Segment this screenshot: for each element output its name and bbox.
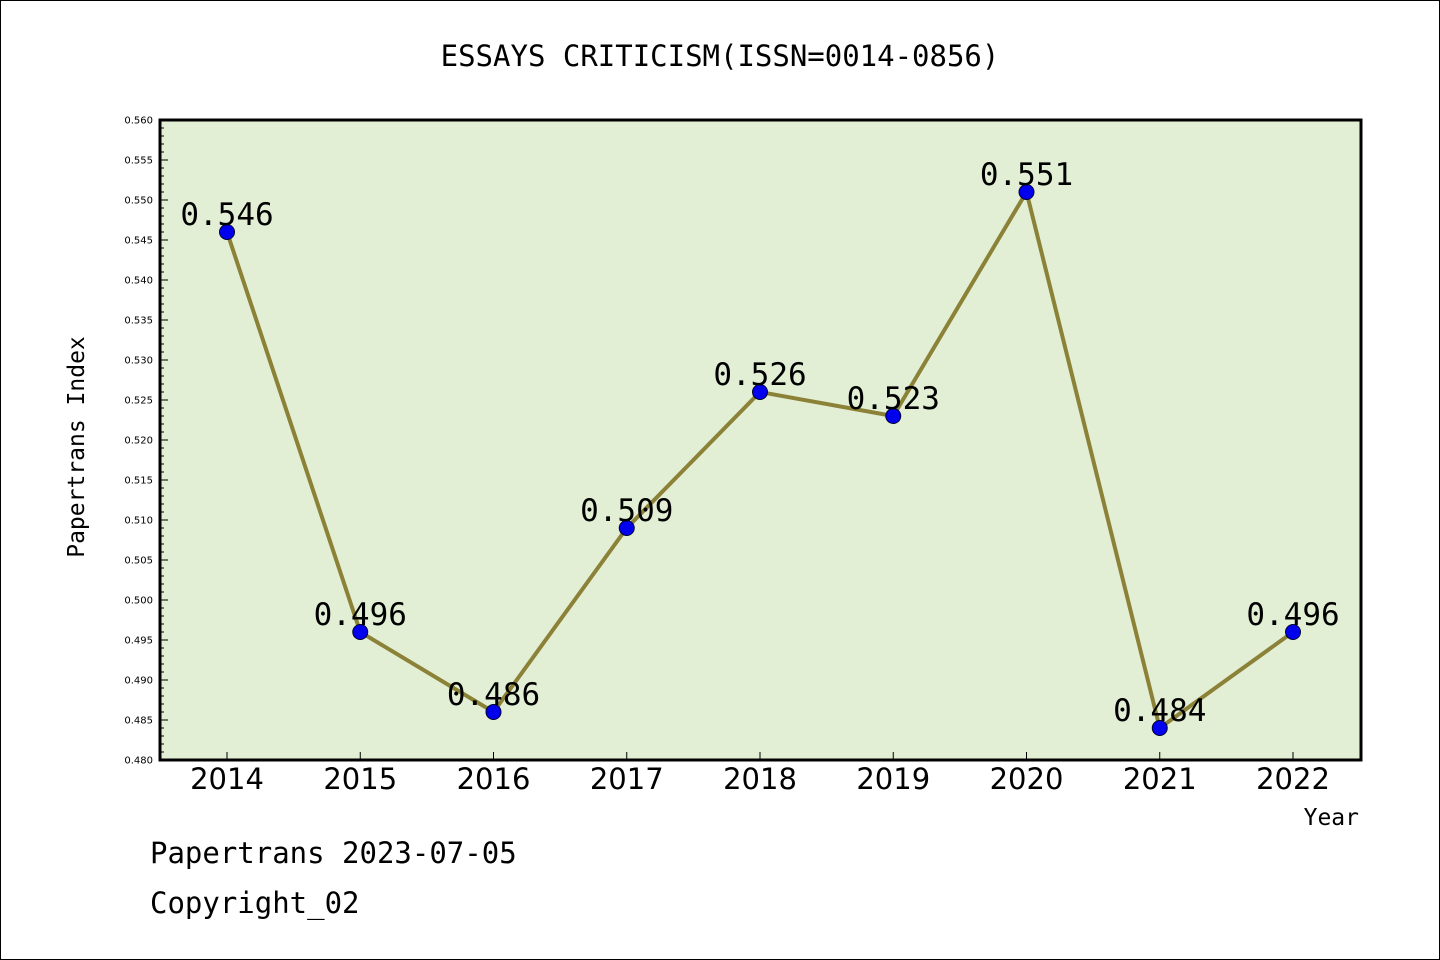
- x-tick-label: 2015: [323, 762, 397, 796]
- data-labels: 0.546 0.496 0.486 0.509 0.526 0.523 0.551 0.484…: [180, 157, 1339, 729]
- x-axis: 2014 2015 2016 2017 2018 2019 2020 2021 2022: [190, 752, 1330, 796]
- data-label: 0.526: [713, 357, 806, 393]
- data-label: 0.496: [314, 597, 407, 633]
- data-label: 0.509: [580, 493, 673, 529]
- x-tick-label: 2020: [990, 762, 1064, 796]
- x-axis-label: Year: [1304, 805, 1359, 831]
- plot-area: [160, 120, 1361, 760]
- y-tick-label: 0.540: [124, 276, 153, 287]
- y-tick-label: 0.550: [124, 196, 153, 207]
- data-label: 0.484: [1113, 693, 1206, 729]
- data-point: [752, 384, 768, 400]
- footer-date: Papertrans 2023-07-05: [150, 836, 517, 870]
- y-tick-label: 0.505: [124, 556, 153, 567]
- x-tick-label: 2022: [1256, 762, 1330, 796]
- y-tick-label: 0.535: [124, 316, 153, 327]
- data-point: [618, 520, 635, 536]
- y-axis-label: Papertrans Index: [64, 336, 90, 558]
- chart-title: ESSAYS CRITICISM(ISSN=0014-0856): [441, 39, 1000, 73]
- y-tick-label: 0.560: [124, 116, 153, 127]
- y-tick-label: 0.500: [124, 596, 153, 607]
- plot-border: [158, 118, 1363, 762]
- data-point: [352, 624, 369, 640]
- data-label: 0.486: [447, 677, 540, 713]
- data-point: [1285, 624, 1301, 640]
- y-tick-label: 0.510: [124, 516, 153, 527]
- data-point: [1151, 720, 1168, 736]
- y-tick-label: 0.525: [124, 396, 153, 407]
- data-label: 0.523: [847, 381, 940, 417]
- x-tick-label: 2021: [1123, 762, 1197, 796]
- y-tick-label: 0.490: [124, 676, 153, 687]
- y-tick-label: 0.530: [124, 356, 153, 367]
- y-tick-label: 0.515: [124, 476, 153, 487]
- data-point: [885, 408, 902, 424]
- x-tick-label: 2019: [856, 762, 930, 796]
- y-tick-label: 0.480: [124, 756, 153, 767]
- data-point: [485, 704, 502, 720]
- data-point: [1018, 184, 1035, 200]
- x-tick-label: 2018: [723, 762, 797, 796]
- y-tick-label: 0.520: [124, 436, 153, 447]
- x-tick-label: 2016: [457, 762, 531, 796]
- data-point: [219, 224, 235, 240]
- x-tick-label: 2017: [590, 762, 664, 796]
- y-tick-label: 0.545: [124, 236, 153, 247]
- y-tick-label: 0.485: [124, 716, 153, 727]
- x-tick-label: 2014: [190, 762, 264, 796]
- footer-copyright: Copyright_02: [150, 886, 360, 920]
- y-tick-label: 0.555: [124, 156, 153, 167]
- y-tick-label: 0.495: [124, 636, 153, 647]
- data-label: 0.496: [1246, 597, 1339, 633]
- data-label: 0.546: [180, 197, 273, 233]
- data-label: 0.551: [980, 157, 1073, 193]
- series-markers: [219, 184, 1301, 736]
